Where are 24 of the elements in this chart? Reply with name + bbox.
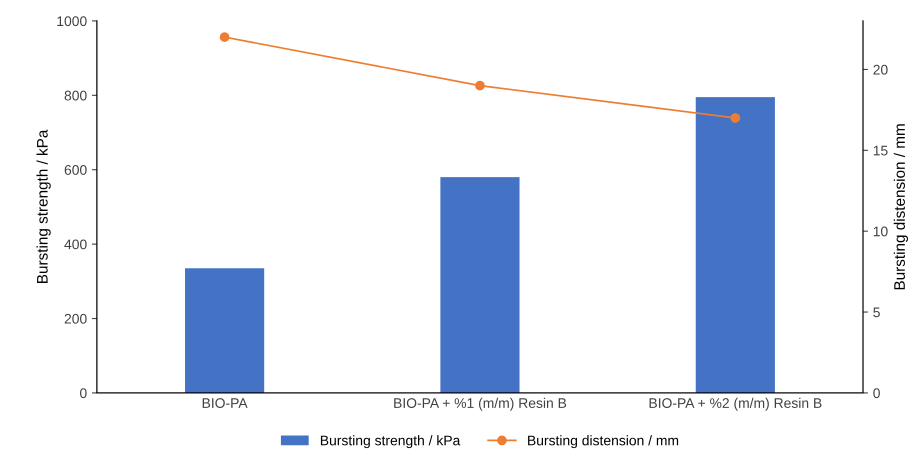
y2-tick-label: 15 xyxy=(874,146,888,156)
legend-label: Bursting strength / kPa xyxy=(320,435,460,448)
y-tick-label: 200 xyxy=(64,314,87,324)
y2-tick-label: 20 xyxy=(873,64,888,75)
y-tick-label: 1000 xyxy=(57,16,87,26)
y2-tick-label: 5 xyxy=(873,308,880,318)
x-tick-label: BIO-PA + %1 (m/m) Resin B xyxy=(394,398,566,411)
point xyxy=(475,80,485,90)
y2-tick-label: 0 xyxy=(873,388,880,398)
y-tick-label: 800 xyxy=(64,90,87,100)
bar xyxy=(185,268,264,393)
y-tick-label: 600 xyxy=(64,165,87,175)
y-tick-label: 400 xyxy=(64,239,87,250)
bar xyxy=(440,177,520,393)
y-axis-title: Bursting strength / kPa xyxy=(36,130,51,283)
x-tick-label: BIO-PA xyxy=(202,398,248,408)
point xyxy=(730,113,740,123)
legend-label: Bursting distension / mm xyxy=(528,435,678,448)
x-tick-label: BIO-PA + %2 (m/m) Resin B xyxy=(650,398,822,411)
point xyxy=(220,32,230,42)
y-tick-label: 0 xyxy=(80,388,87,398)
y2-axis-title: Bursting distension / mm xyxy=(894,124,908,290)
bar xyxy=(696,97,775,393)
y2-tick-label: 10 xyxy=(874,226,888,236)
